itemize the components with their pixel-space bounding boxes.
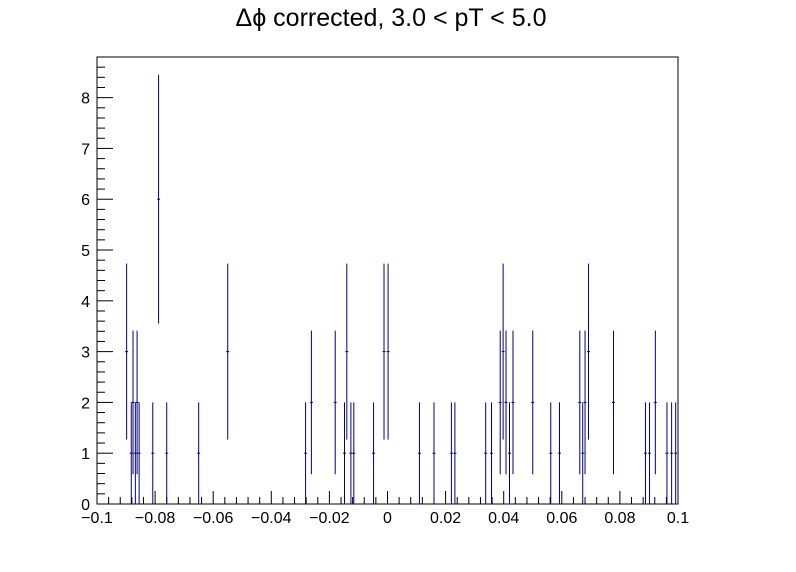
data-point (504, 330, 508, 475)
x-tick-label: 0.06 (546, 510, 577, 527)
data-point (432, 402, 436, 504)
data-point (157, 74, 161, 324)
data-point (665, 402, 669, 504)
data-point (449, 402, 453, 504)
y-tick-label: 2 (81, 395, 90, 412)
data-point (501, 263, 505, 440)
data-point (670, 402, 674, 504)
data-point (511, 330, 515, 475)
data-point (352, 402, 356, 504)
y-tick-label: 1 (81, 446, 90, 463)
data-point (453, 402, 457, 504)
x-tick-label: 0.08 (604, 510, 635, 527)
data-point (197, 402, 201, 504)
data-point (417, 402, 421, 504)
data-point (648, 402, 652, 504)
data-point (372, 402, 376, 504)
x-tick-label: −0.08 (135, 510, 176, 527)
data-point (674, 402, 678, 504)
data-point (489, 402, 493, 504)
x-tick-label: 0 (383, 510, 392, 527)
data-point (583, 330, 587, 475)
data-point (131, 330, 135, 475)
y-tick-label: 7 (81, 141, 90, 158)
data-point (581, 402, 585, 504)
data-point (343, 402, 347, 504)
x-tick-label: −0.06 (193, 510, 234, 527)
data-point (137, 402, 141, 504)
x-axis-tick-labels: −0.1 −0.08 −0.06 −0.04 −0.02 0 0.02 0.04 0.06 0.0… (81, 510, 689, 527)
chart-title: Δϕ corrected, 3.0 < pT < 5.0 (236, 4, 547, 32)
data-point (653, 330, 657, 475)
data-point (125, 263, 129, 440)
data-point (333, 330, 337, 475)
data-point (587, 263, 591, 440)
data-point (135, 330, 139, 475)
y-tick-label: 5 (81, 243, 90, 260)
data-point (386, 263, 390, 440)
data-point (557, 402, 561, 504)
data-point (508, 402, 512, 504)
y-tick-label: 8 (81, 91, 90, 108)
data-points (125, 74, 678, 504)
data-point (349, 402, 353, 504)
data-point (129, 402, 133, 504)
data-point (578, 330, 582, 475)
data-point (165, 402, 169, 504)
data-point (151, 402, 155, 504)
data-point (309, 330, 313, 475)
data-point (643, 402, 647, 504)
data-point (484, 402, 488, 504)
data-point (226, 263, 230, 440)
y-tick-label: 6 (81, 192, 90, 209)
y-tick-label: 3 (81, 345, 90, 362)
x-tick-label: −0.02 (309, 510, 350, 527)
x-tick-label: 0.1 (667, 510, 689, 527)
data-point (612, 330, 616, 475)
x-tick-label: 0.02 (430, 510, 461, 527)
y-tick-label: 0 (81, 497, 90, 514)
x-axis-ticks (96, 491, 679, 504)
y-axis-ticks (97, 56, 113, 505)
data-point (498, 330, 502, 475)
data-point (531, 330, 535, 475)
data-point (345, 263, 349, 440)
data-point (549, 402, 553, 504)
y-axis-tick-labels: 0 1 2 3 4 5 6 7 8 (81, 91, 90, 514)
data-point (382, 263, 386, 440)
x-tick-label: 0.04 (488, 510, 519, 527)
data-point (304, 402, 308, 504)
data-point (133, 402, 137, 504)
plot-frame (96, 56, 679, 505)
y-tick-label: 4 (81, 294, 90, 311)
x-tick-label: −0.04 (251, 510, 292, 527)
x-tick-label: −0.1 (81, 510, 113, 527)
